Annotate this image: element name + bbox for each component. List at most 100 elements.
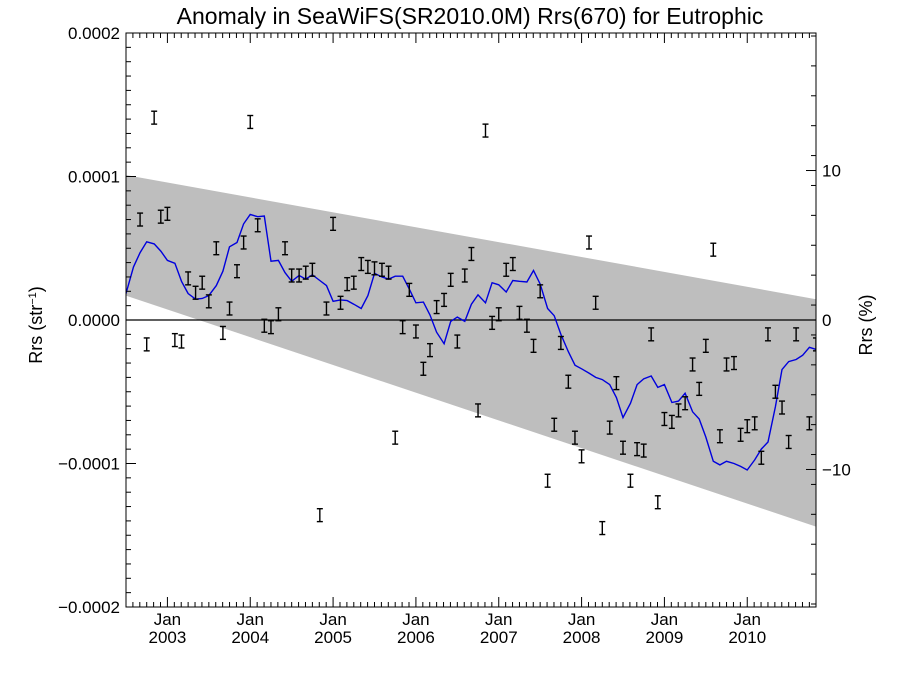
- data-point: [323, 301, 330, 316]
- data-point: [530, 338, 537, 353]
- data-point: [267, 320, 274, 335]
- y2-axis-label: Rrs (%): [856, 295, 876, 356]
- data-point: [758, 450, 765, 465]
- data-point: [226, 301, 233, 316]
- y-tick-label: −0.0001: [58, 455, 120, 474]
- x-tick-year-label: 2004: [231, 628, 269, 647]
- data-point: [613, 375, 620, 391]
- data-point: [302, 265, 309, 280]
- data-point: [157, 209, 164, 224]
- data-point: [806, 416, 813, 431]
- data-point: [503, 262, 510, 277]
- data-point: [571, 430, 578, 445]
- data-point: [143, 337, 150, 352]
- data-point: [454, 334, 461, 349]
- x-tick-month-label: Jan: [651, 610, 678, 629]
- data-point: [793, 327, 800, 342]
- data-point: [523, 318, 530, 333]
- data-point: [205, 294, 212, 309]
- data-point: [399, 320, 406, 335]
- data-point: [344, 276, 351, 292]
- data-point: [716, 429, 723, 444]
- data-point: [516, 305, 523, 320]
- data-point: [178, 334, 185, 349]
- data-point: [309, 262, 316, 277]
- x-tick-month-label: Jan: [154, 610, 181, 629]
- data-point: [661, 411, 668, 427]
- data-point: [619, 440, 626, 455]
- data-point: [813, 337, 816, 352]
- data-point: [420, 361, 427, 376]
- data-point: [282, 241, 289, 256]
- data-point: [634, 441, 641, 457]
- x-tick-month-label: Jan: [734, 610, 761, 629]
- data-point: [668, 414, 675, 430]
- y2-tick-label: 10: [822, 162, 841, 181]
- data-point: [358, 256, 365, 272]
- data-point: [544, 473, 551, 488]
- data-point: [330, 216, 337, 232]
- data-point: [675, 403, 682, 418]
- data-point: [468, 246, 475, 262]
- data-point: [648, 327, 655, 342]
- data-point: [785, 434, 792, 450]
- data-point: [247, 114, 254, 130]
- data-point: [627, 473, 634, 488]
- plot-area: 0.0002 0.0001 0.0000 −0.0001 −0.0002 10 0 −10 Ja…: [58, 24, 851, 647]
- data-point: [461, 268, 468, 283]
- data-point: [730, 355, 737, 371]
- data-point: [744, 419, 751, 434]
- y-tick-label: −0.0002: [58, 598, 120, 617]
- x-tick-month-label: Jan: [485, 610, 512, 629]
- data-point: [261, 318, 268, 333]
- data-point: [337, 295, 344, 310]
- data-point: [433, 299, 440, 315]
- data-point: [385, 265, 392, 280]
- data-point: [240, 235, 247, 250]
- data-point: [551, 417, 558, 432]
- y-tick-label: 0.0002: [68, 24, 120, 43]
- x-tick-month-label: Jan: [237, 610, 264, 629]
- data-point: [599, 520, 606, 536]
- data-point: [489, 315, 496, 331]
- data-point: [137, 212, 144, 227]
- data-point: [737, 427, 744, 442]
- y-axis-label: Rrs (str−1): [26, 286, 46, 364]
- data-point: [640, 443, 647, 458]
- data-point: [723, 357, 730, 372]
- running-mean-line: [126, 213, 816, 471]
- x-tick-month-label: Jan: [402, 610, 429, 629]
- x-tick-year-label: 2003: [149, 628, 187, 647]
- data-point: [316, 508, 323, 523]
- data-point: [606, 420, 613, 435]
- data-point: [800, 618, 806, 631]
- y2-tick-label: −10: [822, 460, 851, 479]
- data-point: [406, 282, 413, 298]
- data-point: [288, 268, 295, 283]
- data-point: [578, 449, 585, 464]
- data-point: [772, 384, 779, 399]
- x-tick-year-label: 2009: [646, 628, 684, 647]
- data-point: [565, 374, 572, 389]
- y-tick-label: 0.0000: [68, 311, 120, 330]
- x-tick-year-label: 2006: [397, 628, 435, 647]
- data-point: [710, 242, 717, 257]
- data-point: [764, 327, 771, 342]
- data-point: [557, 335, 564, 351]
- x-tick-year-label: 2005: [314, 628, 352, 647]
- data-point: [586, 235, 593, 250]
- data-point: [751, 416, 758, 431]
- data-point: [392, 430, 399, 445]
- data-point: [475, 403, 482, 418]
- x-tick-month-label: Jan: [568, 610, 595, 629]
- y2-tick-label: 0: [822, 311, 831, 330]
- data-point: [192, 285, 199, 300]
- data-point: [509, 256, 516, 272]
- data-point: [592, 295, 599, 310]
- data-point: [682, 396, 689, 411]
- data-point: [275, 307, 282, 322]
- data-point: [219, 325, 226, 341]
- data-point: [199, 275, 206, 290]
- data-point: [350, 275, 357, 290]
- data-point: [364, 259, 371, 275]
